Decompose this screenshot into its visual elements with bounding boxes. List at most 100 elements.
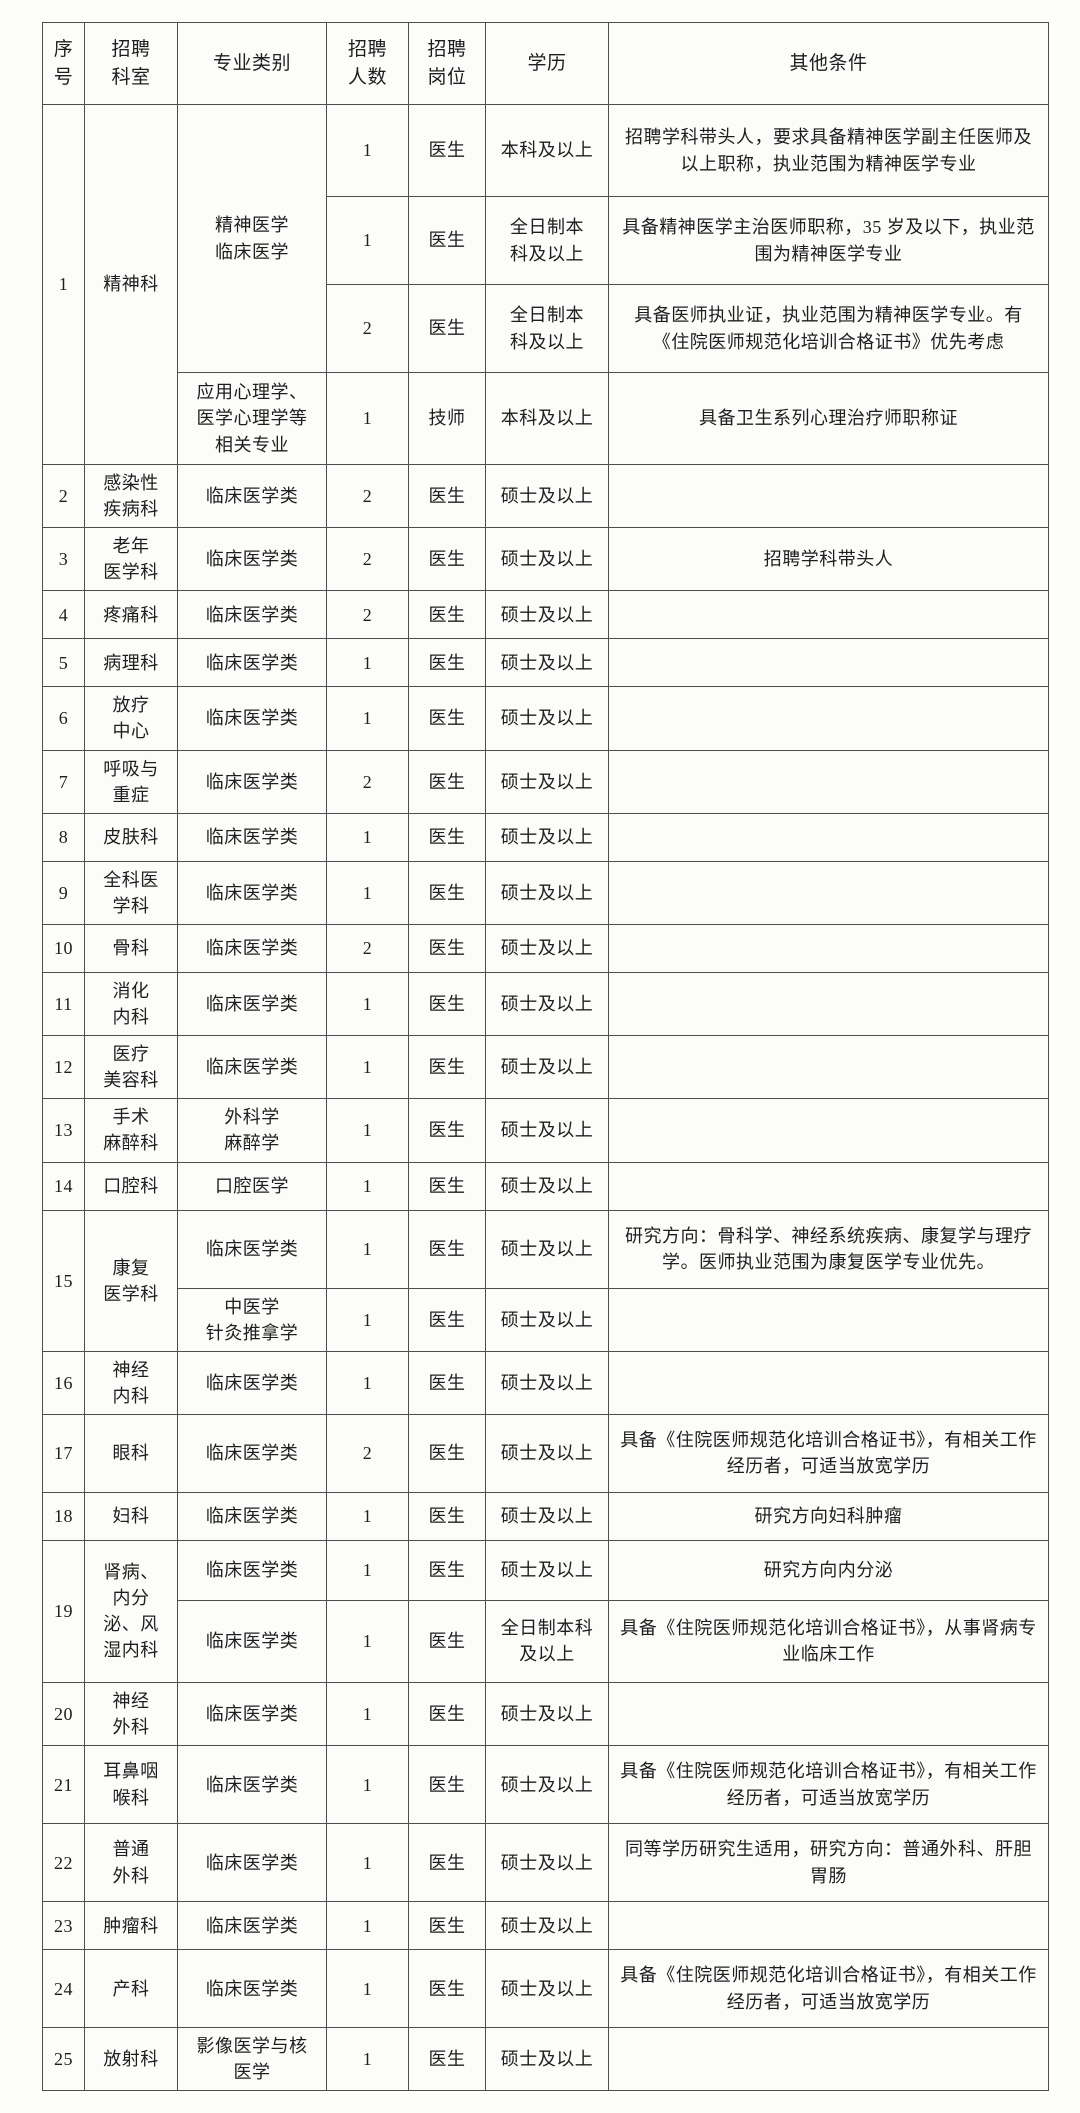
table-row: 24 产科 临床医学类 1 医生 硕士及以上 具备《住院医师规范化培训合格证书》，有相关工作… (42, 1949, 1049, 2029)
cell-specialty: 应用心理学、 医学心理学等 相关专业 (177, 372, 327, 465)
cell-department: 手术 麻醉科 (84, 1098, 178, 1163)
cell-specialty: 临床医学类 (177, 1949, 327, 2029)
cell-education: 本科及以上 (485, 372, 609, 465)
cell-education: 硕士及以上 (485, 1491, 609, 1541)
cell-position: 医生 (408, 1745, 486, 1825)
cell-specialty: 临床医学类 (177, 749, 327, 814)
cell-other-conditions: 具备医师执业证，执业范围为精神医学专业。有《住院医师规范化培训合格证书》优先考虑 (608, 284, 1049, 373)
cell-headcount: 1 (326, 2027, 409, 2092)
table-row: 1 医生 全日制本 科及以上 具备精神医学主治医师职称，35 岁及以下，执业范围为精神… (43, 196, 1049, 285)
cell-other-conditions: 具备《住院医师规范化培训合格证书》，从事肾病专业临床工作 (608, 1599, 1049, 1683)
table-row: 6 放疗 中心 临床医学类 1 医生 硕士及以上 (42, 686, 1049, 751)
table-row: 10 骨科 临床医学类 2 医生 硕士及以上 (42, 923, 1049, 973)
cell-education: 硕士及以上 (485, 527, 609, 592)
cell-education: 硕士及以上 (485, 749, 609, 814)
cell-education: 硕士及以上 (485, 463, 609, 529)
cell-position: 医生 (408, 860, 486, 925)
cell-position: 医生 (408, 104, 486, 197)
cell-serial-number: 15 (42, 1209, 85, 1352)
cell-specialty: 临床医学类 (177, 1681, 327, 1747)
header-headcount: 招聘 人数 (326, 22, 409, 105)
cell-headcount: 2 (326, 1413, 409, 1493)
cell-education: 硕士及以上 (485, 590, 609, 640)
cell-headcount: 1 (326, 1350, 409, 1415)
cell-department: 产科 (84, 1949, 178, 2029)
cell-position: 医生 (408, 463, 486, 529)
cell-position: 医生 (408, 1901, 486, 1951)
table-row: 4 疼痛科 临床医学类 2 医生 硕士及以上 (42, 590, 1049, 640)
cell-specialty: 外科学 麻醉学 (177, 1098, 327, 1163)
table-row: 7 呼吸与 重症 临床医学类 2 医生 硕士及以上 (42, 749, 1049, 814)
header-row: 序 号招聘 科室 专业类别 招聘 人数 招聘 岗位 学历 其他条件 (42, 22, 1049, 105)
cell-position: 医生 (408, 196, 486, 285)
cell-position: 医生 (408, 749, 486, 814)
table-row: 5 病理科 临床医学类 1 医生 硕士及以上 (42, 638, 1049, 688)
cell-other-conditions (608, 1161, 1049, 1211)
cell-education: 硕士及以上 (485, 1681, 609, 1747)
cell-other-conditions: 具备《住院医师规范化培训合格证书》，有相关工作经历者，可适当放宽学历 (608, 1949, 1049, 2029)
cell-education: 硕士及以上 (485, 1035, 609, 1100)
cell-headcount: 1 (326, 1491, 409, 1541)
cell-headcount: 2 (326, 590, 409, 640)
cell-headcount: 1 (326, 1823, 409, 1903)
table-row: 13 手术 麻醉科 外科学 麻醉学 1 医生 硕士及以上 (42, 1098, 1049, 1163)
cell-other-conditions (608, 1098, 1049, 1163)
cell-serial-number: 21 (42, 1745, 85, 1825)
cell-headcount: 2 (326, 463, 409, 529)
cell-serial-number: 8 (42, 812, 85, 862)
table-row: 18 妇科 临床医学类 1 医生 硕士及以上 研究方向妇科肿瘤 (42, 1491, 1049, 1541)
cell-department: 消化 内科 (84, 971, 178, 1037)
cell-serial-number: 3 (42, 527, 85, 592)
cell-serial-number: 6 (42, 686, 85, 751)
cell-headcount: 1 (326, 104, 409, 197)
cell-headcount: 1 (326, 1035, 409, 1100)
cell-serial-number: 17 (42, 1413, 85, 1493)
cell-other-conditions (608, 590, 1049, 640)
cell-specialty: 临床医学类 (177, 812, 327, 862)
cell-specialty: 临床医学类 (177, 527, 327, 592)
cell-specialty: 临床医学类 (177, 638, 327, 688)
table-row: 21 耳鼻咽 喉科 临床医学类 1 医生 硕士及以上 具备《住院医师规范化培训合格证书》，有… (42, 1745, 1049, 1825)
cell-position: 技师 (408, 372, 486, 465)
table-row: 8 皮肤科 临床医学类 1 医生 硕士及以上 (42, 812, 1049, 862)
cell-specialty: 精神医学 临床医学 (177, 104, 327, 373)
cell-position: 医生 (408, 1209, 486, 1289)
cell-headcount: 1 (326, 1949, 409, 2029)
cell-department: 病理科 (84, 638, 178, 688)
table-row: 应用心理学、 医学心理学等 相关专业 1 技师 本科及以上 具备卫生系列心理治疗师职称证 (43, 372, 1049, 465)
cell-serial-number: 4 (42, 590, 85, 640)
cell-specialty: 口腔医学 (177, 1161, 327, 1211)
table-row: 16 神经 内科 临床医学类 1 医生 硕士及以上 (42, 1350, 1049, 1415)
header-serial-number: 序 号 (42, 22, 85, 105)
cell-other-conditions: 研究方向：骨科学、神经系统疾病、康复学与理疗学。医师执业范围为康复医学专业优先。 (608, 1209, 1049, 1289)
header-position: 招聘 岗位 (408, 22, 486, 105)
cell-serial-number: 7 (42, 749, 85, 814)
cell-headcount: 1 (326, 1098, 409, 1163)
cell-department: 神经 内科 (84, 1350, 178, 1415)
cell-other-conditions (608, 686, 1049, 751)
table-row: 22 普通 外科 临床医学类 1 医生 硕士及以上 同等学历研究生适用，研究方向：普通外科、… (42, 1823, 1049, 1903)
cell-education: 硕士及以上 (485, 1287, 609, 1352)
cell-education: 硕士及以上 (485, 638, 609, 688)
cell-position: 医生 (408, 1599, 486, 1683)
cell-serial-number: 2 (42, 463, 85, 529)
cell-position: 医生 (408, 1413, 486, 1493)
cell-specialty: 临床医学类 (177, 923, 327, 973)
cell-department: 老年 医学科 (84, 527, 178, 592)
cell-specialty: 临床医学类 (177, 1491, 327, 1541)
cell-headcount: 1 (326, 1901, 409, 1951)
cell-headcount: 1 (326, 1681, 409, 1747)
cell-department: 妇科 (84, 1491, 178, 1541)
cell-other-conditions: 具备《住院医师规范化培训合格证书》，有相关工作经历者，可适当放宽学历 (608, 1413, 1049, 1493)
cell-education: 硕士及以上 (485, 1209, 609, 1289)
cell-position: 医生 (408, 2027, 486, 2092)
table-row: 17 眼科 临床医学类 2 医生 硕士及以上 具备《住院医师规范化培训合格证书》，有相关工作… (42, 1413, 1049, 1493)
cell-position: 医生 (408, 1539, 486, 1601)
table-row: 中医学 针灸推拿学 1 医生 硕士及以上 (43, 1287, 1049, 1352)
cell-position: 医生 (408, 812, 486, 862)
cell-education: 硕士及以上 (485, 1901, 609, 1951)
table-row: 3 老年 医学科 临床医学类 2 医生 硕士及以上 招聘学科带头人 (42, 527, 1049, 592)
cell-department: 耳鼻咽 喉科 (84, 1745, 178, 1825)
cell-headcount: 2 (326, 749, 409, 814)
